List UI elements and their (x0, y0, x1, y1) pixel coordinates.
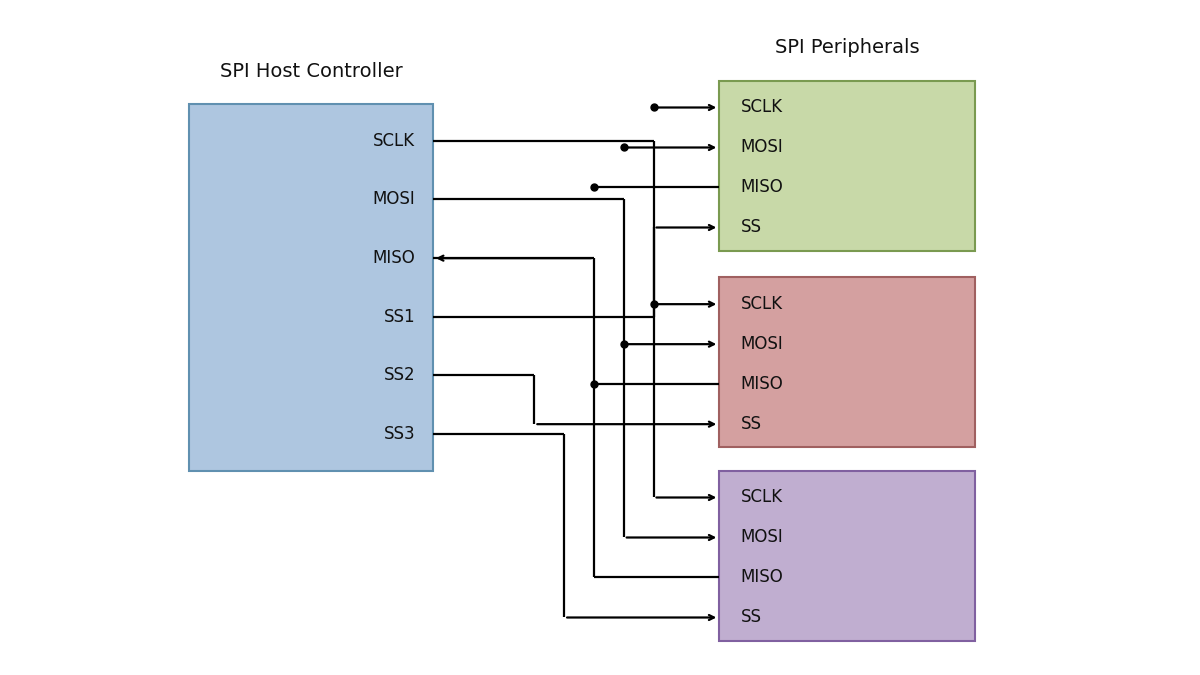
Text: MISO: MISO (740, 568, 784, 587)
Text: SS1: SS1 (384, 308, 415, 326)
Text: MISO: MISO (740, 178, 784, 196)
Bar (719, 81, 976, 251)
Text: MOSI: MOSI (372, 190, 415, 209)
Text: MISO: MISO (372, 249, 415, 267)
Text: SS: SS (740, 608, 762, 626)
Text: SCLK: SCLK (373, 132, 415, 150)
Text: SPI Host Controller: SPI Host Controller (220, 62, 402, 81)
Text: SCLK: SCLK (740, 99, 782, 117)
Text: MISO: MISO (740, 375, 784, 393)
Text: SS2: SS2 (384, 367, 415, 385)
Text: SS: SS (740, 219, 762, 236)
Text: SCLK: SCLK (740, 295, 782, 313)
Bar (719, 471, 976, 641)
Text: SCLK: SCLK (740, 489, 782, 506)
Text: MOSI: MOSI (740, 335, 784, 353)
Text: SPI Peripherals: SPI Peripherals (775, 38, 919, 57)
Text: SS3: SS3 (384, 425, 415, 443)
Text: MOSI: MOSI (740, 529, 784, 547)
Text: SS: SS (740, 415, 762, 433)
Text: MOSI: MOSI (740, 138, 784, 157)
Bar (719, 277, 976, 448)
Bar (188, 104, 433, 471)
